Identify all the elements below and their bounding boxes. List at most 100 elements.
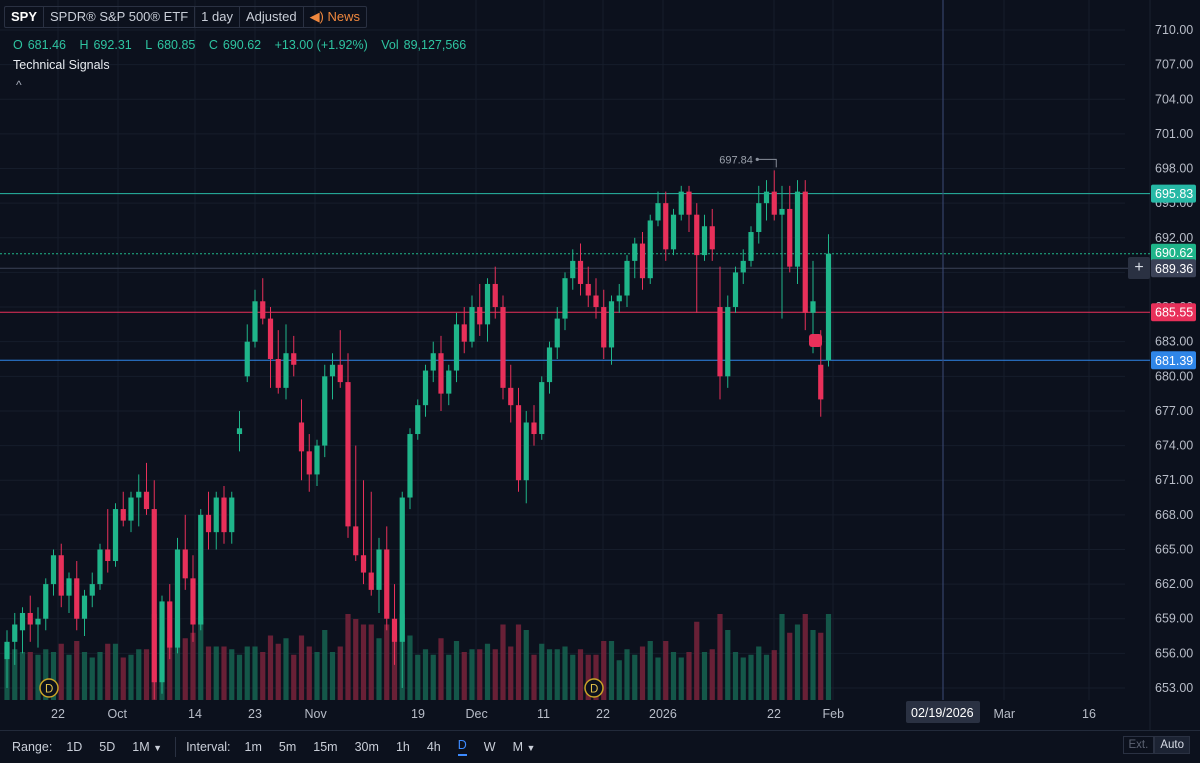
candle-body: [360, 555, 367, 573]
interval-30m[interactable]: 30m: [354, 740, 379, 754]
volume-bar: [771, 650, 777, 700]
candle-body: [35, 618, 41, 625]
volume-bar: [484, 643, 491, 700]
price-chart[interactable]: 710.00707.00704.00701.00698.00695.00692.…: [0, 0, 1200, 730]
candle-body: [562, 278, 568, 319]
x-tick-label: 2026: [649, 707, 677, 721]
technical-signals-label[interactable]: Technical Signals: [13, 58, 110, 72]
volume-bar: [717, 614, 723, 700]
volume-bar: [174, 619, 181, 700]
open-label: O: [13, 38, 23, 52]
y-tick-label: 710.00: [1155, 23, 1193, 37]
candle-body: [120, 509, 126, 521]
interval-w[interactable]: W: [483, 740, 496, 754]
price-line-label: 689.36: [1155, 262, 1193, 276]
interval-label-toolbar: Interval:: [186, 740, 231, 754]
volume-bar: [802, 614, 808, 700]
volume-bar: [89, 657, 95, 700]
candle-body: [585, 283, 591, 296]
y-tick-label: 698.00: [1155, 162, 1193, 176]
interval-15m[interactable]: 15m: [313, 740, 338, 754]
symbol-label[interactable]: SPY: [5, 7, 45, 27]
candle-body: [694, 214, 700, 256]
candle-body: [205, 514, 212, 533]
interval-5m[interactable]: 5m: [278, 740, 297, 754]
x-tick-label: 19: [411, 707, 425, 721]
news-button[interactable]: ◀) News: [304, 7, 366, 27]
candle-body: [260, 301, 266, 319]
candle-body: [422, 370, 429, 406]
candle-body: [182, 549, 188, 579]
interval-1m[interactable]: 1m: [244, 740, 262, 754]
candle-body: [515, 405, 522, 481]
volume-bar: [128, 654, 134, 700]
candle-body: [136, 491, 142, 498]
candle-body: [329, 364, 336, 377]
volume-bar: [58, 643, 64, 700]
candle-body: [686, 191, 692, 215]
candle-body: [221, 497, 227, 533]
interval-label[interactable]: 1 day: [195, 7, 240, 27]
price-line-label-bg: [1151, 184, 1196, 203]
volume-bar: [430, 654, 436, 700]
bottom-toolbar: Range: 1D 5D 1M ▼ Interval: 1m 5m 15m 30…: [0, 730, 1200, 763]
volume-bar: [422, 649, 429, 700]
candle-body: [446, 370, 452, 394]
volume-bar: [438, 638, 444, 700]
candle-body: [663, 203, 669, 250]
candle-body: [283, 353, 289, 388]
range-1d[interactable]: 1D: [66, 740, 83, 754]
volume-bar: [97, 652, 103, 700]
change-value: +13.00 (+1.92%): [274, 38, 368, 52]
crosshair-date-bg: [906, 701, 980, 723]
candle-body: [81, 595, 88, 619]
candle-body: [252, 301, 258, 342]
candle-body: [624, 260, 630, 296]
volume-bar: [818, 632, 824, 700]
interval-4h[interactable]: 4h: [426, 740, 441, 754]
interval-d[interactable]: D: [457, 738, 467, 756]
y-tick-label: 674.00: [1155, 439, 1193, 453]
range-1m-dropdown[interactable]: 1M ▼: [132, 740, 162, 754]
price-line-label-bg: [1151, 243, 1196, 262]
high-annotation-dot: [755, 157, 759, 161]
auto-button[interactable]: Auto: [1154, 736, 1190, 754]
candle-body: [678, 191, 684, 215]
add-price-line-button[interactable]: +: [1128, 257, 1150, 279]
interval-1h[interactable]: 1h: [395, 740, 410, 754]
volume-bar: [66, 654, 72, 700]
news-label: News: [327, 9, 361, 24]
candle-body: [508, 387, 514, 406]
volume-bar: [298, 635, 305, 700]
volume-bar: [198, 616, 204, 700]
plus-icon: +: [1134, 259, 1144, 276]
low-value: 680.85: [157, 38, 196, 52]
x-tick-label: Feb: [823, 707, 845, 721]
candle-body: [647, 220, 653, 279]
x-tick-label: 22: [51, 707, 65, 721]
candle-body: [748, 232, 754, 261]
collapse-caret-icon[interactable]: ^: [16, 78, 22, 92]
candle-body: [97, 549, 103, 585]
chart-header: SPY SPDR® S&P 500® ETF 1 day Adjusted ◀)…: [4, 6, 368, 28]
volume-bar: [267, 635, 274, 700]
candle-body: [198, 514, 204, 625]
volume-bar: [787, 632, 793, 700]
adjusted-label[interactable]: Adjusted: [240, 7, 304, 27]
volume-bar: [639, 646, 646, 700]
range-5d[interactable]: 5D: [99, 740, 116, 754]
event-marker: [809, 334, 822, 347]
y-tick-label: 659.00: [1155, 612, 1193, 626]
candle-body: [655, 203, 661, 221]
volume-bar: [670, 652, 677, 700]
candle-body: [213, 497, 219, 533]
y-tick-label: 677.00: [1155, 404, 1193, 418]
candle-body: [756, 203, 762, 233]
volume-bar: [120, 657, 126, 700]
volume-bar: [546, 649, 553, 700]
candle-body: [787, 208, 793, 267]
volume-bar: [740, 657, 746, 700]
ext-button[interactable]: Ext.: [1122, 736, 1155, 754]
interval-m-dropdown[interactable]: M ▼: [513, 740, 536, 754]
volume-bar: [143, 649, 150, 700]
